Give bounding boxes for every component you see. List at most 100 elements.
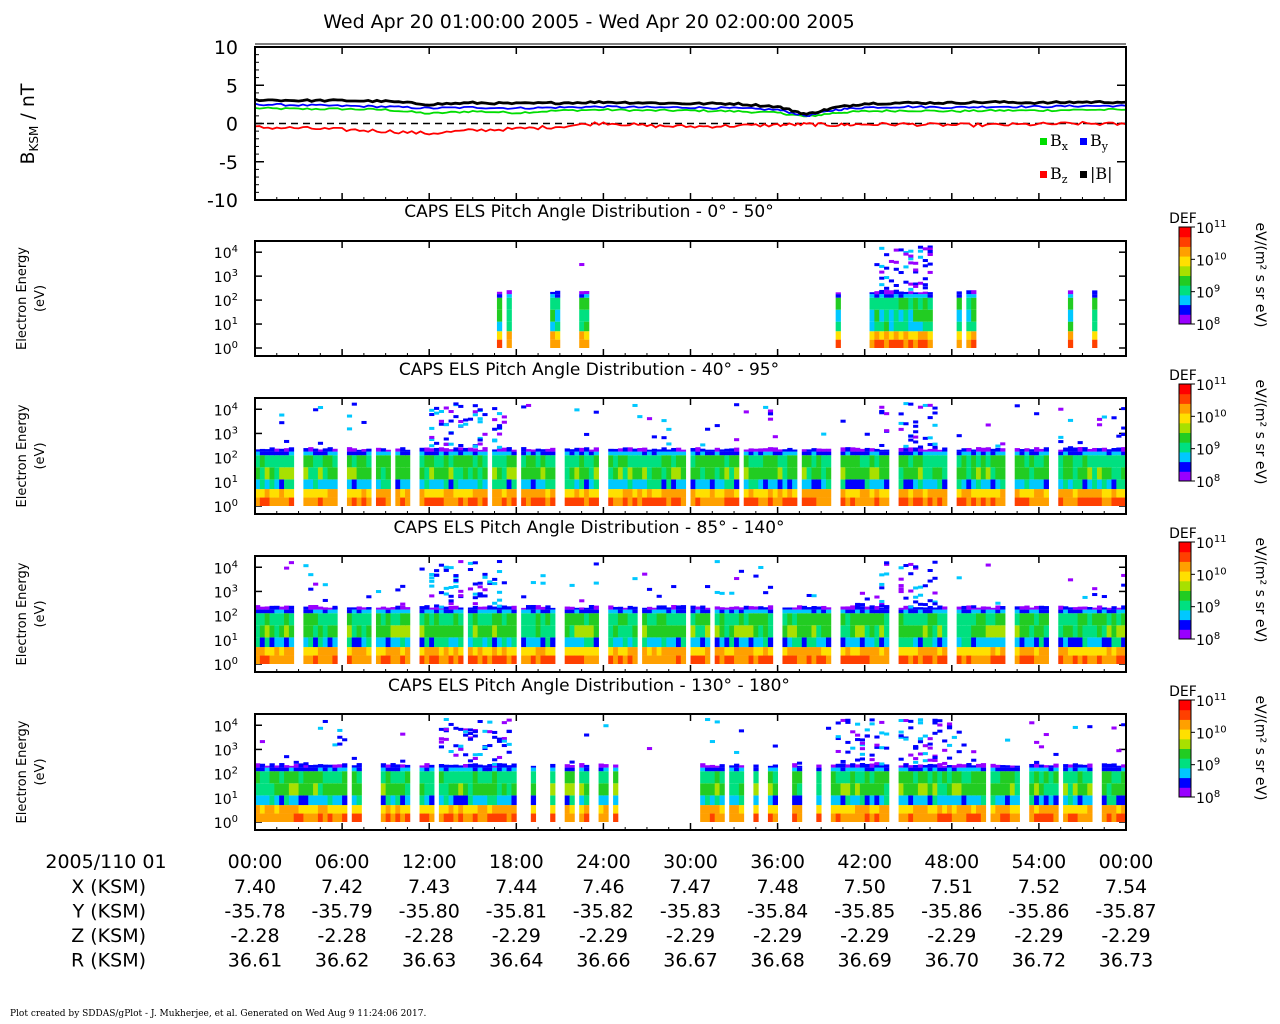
speck — [467, 587, 474, 591]
spectrogram-cell — [840, 489, 846, 498]
spectrogram-cell — [458, 479, 464, 490]
speck — [932, 423, 938, 427]
spectrogram-cell — [496, 467, 503, 480]
spectrogram-cell — [680, 625, 687, 638]
spectrogram-cell — [748, 647, 754, 656]
spectrogram-cell — [506, 771, 512, 784]
spectrogram-cell — [942, 783, 948, 796]
spectrogram-cell — [274, 497, 280, 506]
spectrogram-cell — [1067, 331, 1074, 340]
spectrogram-cell — [564, 647, 570, 656]
spectrogram-cell — [588, 637, 595, 648]
spectrogram-cell — [395, 771, 401, 784]
spectrogram-cell — [656, 647, 662, 656]
spectrogram-cell — [763, 625, 769, 638]
colorbar-swatch — [1179, 709, 1191, 720]
speck — [506, 750, 512, 754]
spectrogram-cell — [1096, 613, 1103, 626]
spectrogram-cell — [453, 647, 459, 656]
spectrogram-cell — [705, 455, 711, 468]
spectrogram-cell — [637, 455, 643, 468]
spectrogram-cell — [303, 764, 309, 768]
spectrogram-cell — [729, 765, 735, 768]
spectrogram-cell — [908, 294, 914, 298]
spectrogram-cell — [380, 479, 387, 490]
spectrogram-cell — [743, 479, 749, 490]
spectrogram-cell — [613, 479, 619, 490]
spectrogram-cell — [317, 764, 324, 768]
spectrogram-cell — [966, 763, 972, 768]
spectrogram-cell — [734, 763, 740, 768]
spectrogram-cell — [467, 479, 474, 490]
speck — [1000, 442, 1006, 446]
spectrogram-cell — [753, 767, 759, 772]
spectrogram-cell — [801, 455, 808, 468]
spectrogram-cell — [492, 637, 498, 648]
speck — [448, 602, 454, 606]
spectrogram-cell — [327, 489, 333, 498]
speck — [453, 744, 459, 748]
spectrogram-cell — [796, 765, 803, 768]
colorbar-swatch — [1179, 393, 1191, 404]
time-tick-label: 06:00 — [315, 851, 370, 873]
spectrogram-cell — [1067, 609, 1074, 614]
spectrogram-cell — [753, 795, 759, 806]
spectrogram-cell — [380, 448, 387, 452]
spectrogram-cell — [279, 771, 285, 784]
spectrogram-cell — [279, 813, 285, 822]
spectrogram-cell — [545, 605, 551, 610]
spectrogram-cell — [1072, 647, 1079, 656]
energy-ytick-label: 100 — [214, 656, 238, 674]
spectrogram-cell — [743, 613, 749, 626]
speck — [859, 752, 865, 756]
spectrogram-cell — [429, 767, 435, 772]
speck — [429, 572, 435, 576]
spectrogram-cell — [1067, 448, 1074, 452]
spectrogram-cell — [308, 813, 314, 822]
spectrogram-cell — [942, 795, 948, 806]
colorbar-swatch — [1179, 384, 1191, 395]
spectrogram-cell — [956, 339, 962, 348]
speck — [879, 731, 885, 735]
spectrogram-cell — [627, 655, 633, 664]
spectrogram-cell — [816, 764, 822, 768]
spectrogram-cell — [811, 497, 817, 506]
spectrogram-cell — [293, 813, 299, 822]
spectrogram-cell — [351, 451, 358, 456]
spectrogram-cell — [327, 783, 333, 796]
spectrogram-cell — [743, 467, 749, 480]
spectrogram-cell — [356, 606, 362, 610]
speck — [492, 730, 498, 734]
spectrogram-cell — [255, 455, 261, 468]
speck — [835, 735, 841, 739]
colorbar-swatch — [1179, 275, 1191, 286]
spectrogram-cell — [729, 451, 735, 456]
spectrogram-cell — [922, 291, 929, 295]
spectrogram-cell — [448, 767, 454, 772]
spectrogram-cell — [646, 606, 653, 610]
spectrogram-cell — [303, 783, 309, 796]
spectrogram-cell — [913, 497, 919, 506]
spectrogram-cell — [835, 783, 841, 796]
speck — [772, 435, 778, 439]
spectrogram-cell — [1116, 607, 1122, 610]
spectrogram-cell — [1101, 451, 1108, 456]
spectrogram-cell — [405, 783, 411, 796]
spectrogram-cell — [753, 606, 759, 610]
speck — [956, 750, 962, 754]
speck — [472, 592, 478, 596]
colorbar-swatch — [1179, 413, 1191, 424]
spectrogram-cell — [937, 451, 943, 456]
spectrogram-cell — [787, 467, 793, 480]
spectrogram-cell — [356, 783, 362, 796]
spectrogram-cell — [985, 609, 991, 614]
spectrogram-cell — [714, 813, 720, 822]
spectrogram-cell — [1063, 783, 1069, 796]
spectrogram-cell — [496, 655, 503, 664]
spectrogram-cell — [917, 497, 924, 506]
spectrogram-cell — [1038, 451, 1045, 456]
spectrogram-cell — [825, 489, 832, 498]
spectrogram-cell — [419, 795, 425, 806]
spectrogram-cell — [472, 451, 478, 456]
